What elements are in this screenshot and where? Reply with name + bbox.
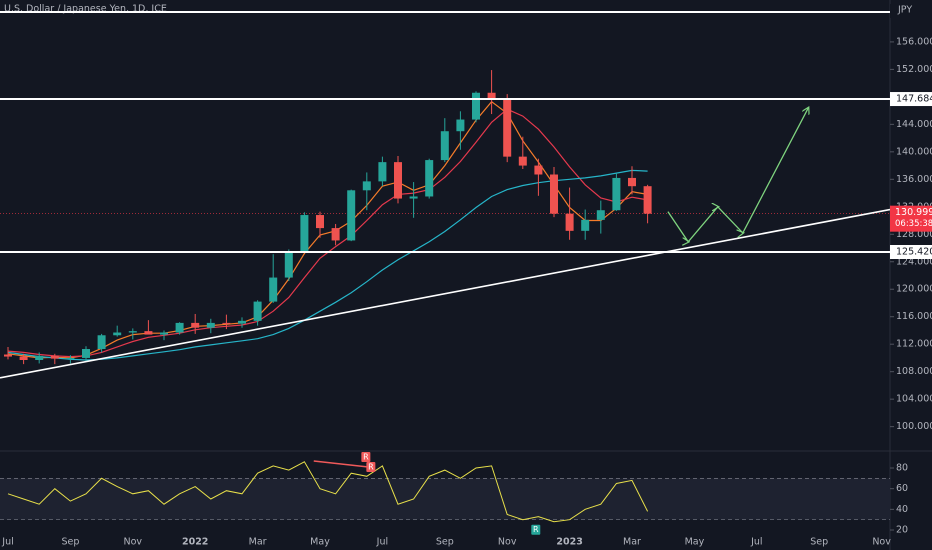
candle-body bbox=[284, 251, 293, 278]
x-tick-label: Jul bbox=[1, 537, 13, 548]
x-tick-label: May bbox=[310, 537, 330, 548]
rsi-tick-label: 40 bbox=[896, 504, 908, 515]
projection-path bbox=[667, 108, 808, 242]
candle-body bbox=[238, 320, 246, 324]
y-tick-label: 100.000 bbox=[896, 421, 932, 432]
candle-body bbox=[612, 177, 621, 211]
x-tick-label: Jul bbox=[750, 537, 762, 548]
y-tick-label: 156.000 bbox=[896, 36, 932, 47]
candle-body bbox=[472, 92, 480, 120]
candle-body bbox=[394, 162, 402, 199]
divergence-line bbox=[313, 460, 369, 468]
currency-label: JPY bbox=[897, 5, 912, 16]
candle-body bbox=[347, 190, 356, 241]
y-tick-label: 112.000 bbox=[896, 339, 932, 350]
candle-body bbox=[378, 162, 387, 182]
candle-body bbox=[440, 131, 449, 161]
candle-body bbox=[97, 335, 106, 350]
divergence-label: R bbox=[363, 452, 369, 461]
candle-body bbox=[206, 322, 215, 328]
candle-body bbox=[253, 301, 262, 321]
x-tick-label: Sep bbox=[810, 537, 828, 548]
candle-body bbox=[191, 322, 200, 328]
level-label-box bbox=[890, 245, 932, 259]
x-tick-label: 2023 bbox=[556, 537, 582, 548]
x-tick-label: May bbox=[685, 537, 705, 548]
x-tick-label: Mar bbox=[249, 537, 267, 548]
y-tick-label: 136.000 bbox=[896, 174, 932, 185]
candle-body bbox=[175, 322, 184, 333]
divergence-label: R bbox=[368, 462, 374, 471]
rsi-band-fill bbox=[0, 478, 890, 520]
candle-body bbox=[596, 210, 605, 220]
rsi-tick-label: 80 bbox=[896, 463, 908, 474]
divergence-badge bbox=[366, 461, 376, 472]
candle-body bbox=[35, 355, 44, 360]
moving-average bbox=[7, 169, 648, 361]
x-tick-label: 2022 bbox=[182, 537, 208, 548]
countdown-label: 06:35:38 bbox=[895, 219, 932, 229]
x-tick-label: Nov bbox=[498, 537, 517, 548]
candle-body bbox=[128, 331, 137, 333]
candle-body bbox=[487, 92, 496, 100]
candle-body bbox=[269, 277, 278, 302]
candle-body bbox=[113, 332, 122, 336]
y-tick-label: 120.000 bbox=[896, 284, 932, 295]
candle-body bbox=[316, 215, 324, 229]
candle-body bbox=[550, 174, 558, 214]
candle-body bbox=[643, 186, 652, 214]
candle-body bbox=[82, 349, 90, 358]
candle-body bbox=[503, 99, 512, 157]
y-tick-label: 124.000 bbox=[896, 256, 932, 267]
chart-title: U.S. Dollar / Japanese Yen, 1D, ICE bbox=[4, 4, 167, 15]
x-tick-label: Nov bbox=[872, 537, 891, 548]
rsi-tick-label: 60 bbox=[896, 483, 908, 494]
candle-body bbox=[50, 355, 59, 359]
x-tick-label: Sep bbox=[61, 537, 79, 548]
x-tick-label: Jul bbox=[376, 537, 388, 548]
last-price-label: 130.999 bbox=[895, 207, 932, 218]
x-tick-label: Nov bbox=[124, 537, 143, 548]
candle-body bbox=[144, 331, 153, 335]
y-tick-label: 140.000 bbox=[896, 146, 932, 157]
divergence-badge bbox=[361, 451, 371, 462]
candle-body bbox=[160, 332, 168, 335]
candle-body bbox=[222, 322, 231, 324]
rsi-line bbox=[7, 461, 649, 523]
y-tick-label: 116.000 bbox=[896, 311, 932, 322]
level-label: 147.684 bbox=[896, 94, 932, 105]
candle-body bbox=[518, 156, 527, 166]
bull-label: R bbox=[533, 525, 539, 534]
candle-body bbox=[331, 228, 340, 241]
candle-body bbox=[66, 357, 75, 359]
rsi-tick-label: 20 bbox=[896, 525, 908, 536]
currency-box bbox=[890, 4, 932, 18]
y-tick-label: 128.000 bbox=[896, 229, 932, 240]
candle-body bbox=[362, 181, 371, 191]
candle-body bbox=[456, 119, 465, 132]
y-tick-label: 152.000 bbox=[896, 64, 932, 75]
level-label: 125.420 bbox=[896, 247, 932, 258]
y-tick-label: 144.000 bbox=[896, 119, 932, 130]
candle-body bbox=[425, 160, 434, 197]
candle-body bbox=[300, 215, 309, 252]
x-tick-label: Mar bbox=[623, 537, 641, 548]
y-tick-label: 104.000 bbox=[896, 394, 932, 405]
candle-body bbox=[628, 177, 636, 187]
level-label-box bbox=[890, 92, 932, 107]
x-tick-label: Sep bbox=[436, 537, 454, 548]
candle-body bbox=[4, 354, 12, 357]
candle-body bbox=[534, 165, 543, 175]
last-price-box bbox=[890, 205, 932, 232]
y-tick-label: 108.000 bbox=[896, 366, 932, 377]
candle-body bbox=[409, 196, 418, 199]
candle-body bbox=[581, 219, 590, 231]
candle-body bbox=[565, 213, 574, 231]
candle-body bbox=[19, 356, 28, 360]
bull-badge bbox=[531, 524, 541, 535]
